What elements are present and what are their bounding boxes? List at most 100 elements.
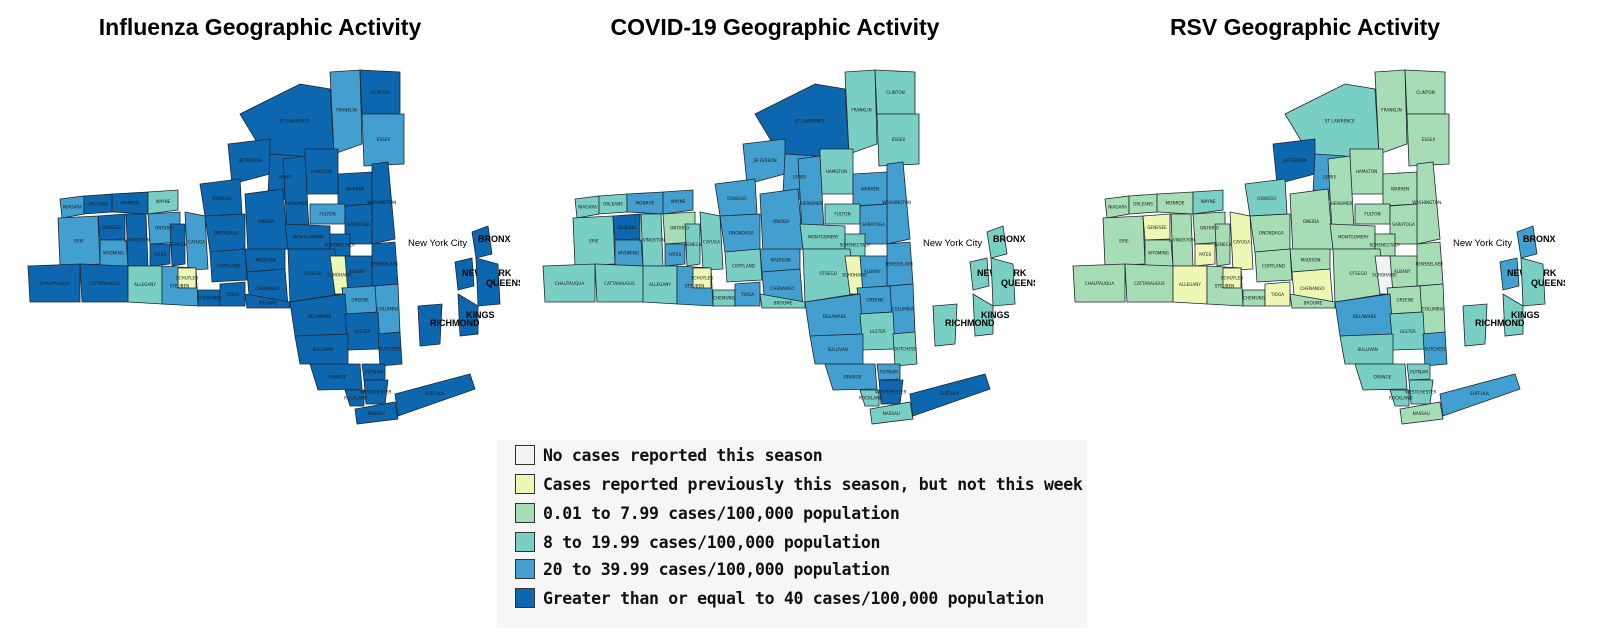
borough-label-kings: KINGS (981, 310, 1010, 320)
influenza-map-panel: Influenza Geographic Activity NIAGARA ORL… (0, 14, 520, 429)
legend-row-level-1: 0.01 to 7.99 cases/100,000 population (515, 502, 900, 524)
county-label-dutchess: DUTCHESS (379, 347, 402, 352)
county-label-niagara: NIAGARA (63, 204, 82, 209)
county-label-putnam: PUTNAM (1410, 369, 1428, 374)
borough-label-kings: KINGS (466, 310, 495, 320)
borough-new-york (1499, 257, 1520, 291)
county-label-madison: MADISON (255, 257, 275, 262)
county-label-ulster: ULSTER (870, 329, 886, 334)
county-label-schoharie: SCHOHARIE (1372, 273, 1397, 278)
county-label-monroe: MONROE (636, 201, 655, 206)
county-label-suffolk: SUFFOLK (940, 391, 959, 396)
county-label-steuben: STEUBEN (1215, 284, 1235, 289)
county-label-yates: YATES (668, 252, 682, 257)
county-label-franklin: FRANKLIN (851, 108, 872, 113)
county-label-niagara: NIAGARA (578, 204, 597, 209)
county-label-warren: WARREN (1391, 187, 1409, 192)
county-label-seneca: SENECA (1215, 242, 1232, 247)
county-label-chautauqua: CHAUTAUQUA (1085, 281, 1115, 286)
county-label-schuyler: SCHUYLER (176, 276, 198, 281)
covid-map: NIAGARA ORLEANS MONROE WAYNE ST LAWRENCE FRAN… (542, 69, 1035, 425)
county-label-chautauqua: CHAUTAUQUA (40, 281, 70, 286)
county-label-montgomery: MONTGOMERY (1338, 235, 1369, 240)
county-cortland (1254, 248, 1293, 283)
legend-swatch-level-3 (515, 559, 535, 579)
county-label-tioga: TIOGA (1270, 292, 1284, 297)
county-yates (1194, 243, 1216, 267)
county-genesee (1142, 213, 1171, 241)
county-label-broome: BROOME (774, 301, 793, 306)
county-label-westchester: WESTCHESTER (875, 390, 906, 395)
county-schuyler (177, 267, 197, 289)
county-label-ontario: ONTARIO (670, 226, 690, 231)
county-wayne (147, 189, 179, 215)
county-label-orleans: ORLEANS (88, 202, 108, 207)
county-label-wayne: WAYNE (1201, 199, 1216, 204)
county-label-oswego: OSWEGO (212, 196, 232, 201)
nyc-inset-title: New York City (1453, 238, 1512, 249)
county-label-wayne: WAYNE (156, 199, 171, 204)
county-label-madison: MADISON (1300, 257, 1320, 262)
county-label-st-lawrence: ST LAWRENCE (795, 119, 825, 124)
county-label-steuben: STEUBEN (685, 284, 705, 289)
county-label-chenango: CHENANGO (770, 286, 795, 291)
county-label-fulton: FULTON (834, 212, 850, 217)
county-label-nassau: NASSAU (883, 411, 900, 416)
county-label-cattaraugus: CATTARAUGUS (1134, 281, 1165, 286)
nyc-inset-title: New York City (923, 238, 982, 249)
county-label-livingston: LIVINGSTON (124, 238, 150, 243)
county-label-cattaraugus: CATTARAUGUS (89, 281, 120, 286)
county-essex (361, 113, 405, 167)
county-label-chemung: CHEMUNG (713, 296, 735, 301)
county-label-seneca: SENECA (685, 242, 702, 247)
borough-bronx (986, 225, 1008, 259)
county-label-sullivan: SULLIVAN (313, 347, 333, 352)
county-label-ulster: ULSTER (1400, 329, 1416, 334)
county-tioga (219, 281, 246, 307)
county-label-oswego: OSWEGO (1257, 196, 1277, 201)
borough-kings (1502, 293, 1524, 337)
county-label-livingston: LIVINGSTON (1169, 238, 1195, 243)
county-nassau (354, 401, 399, 425)
map-legend: No cases reported this season Cases repo… (497, 440, 1087, 628)
county-label-schoharie: SCHOHARIE (842, 273, 867, 278)
county-label-essex: ESSEX (377, 137, 391, 142)
county-label-yates: YATES (1198, 252, 1212, 257)
county-orange (824, 363, 878, 391)
county-label-oneida: ONEIDA (258, 219, 274, 224)
county-label-delaware: DELAWARE (823, 314, 847, 319)
county-nassau (869, 401, 914, 425)
legend-swatch-no-cases (515, 445, 535, 465)
county-label-fulton: FULTON (1364, 212, 1380, 217)
county-essex (876, 113, 920, 167)
county-label-suffolk: SUFFOLK (425, 391, 444, 396)
borough-new-york (969, 257, 990, 291)
county-label-rockland: ROCKLAND (1389, 396, 1413, 401)
county-label-st-lawrence: ST LAWRENCE (280, 119, 310, 124)
county-label-oneida: ONEIDA (773, 219, 789, 224)
county-orange (1354, 363, 1408, 391)
county-label-washington: WASHINGTON (882, 200, 911, 205)
county-label-wayne: WAYNE (671, 199, 686, 204)
county-nassau (1399, 401, 1444, 425)
county-label-wyoming: WYOMING (1148, 251, 1169, 256)
county-label-columbia: COLUMBIA (892, 307, 914, 312)
nyc-inset-title: New York City (408, 238, 467, 249)
county-label-fulton: FULTON (319, 212, 335, 217)
county-label-cayuga: CAYUGA (188, 239, 205, 244)
county-label-genesee: GENESEE (102, 225, 122, 230)
borough-queens (1520, 257, 1546, 307)
county-label-st-lawrence: ST LAWRENCE (1325, 119, 1355, 124)
county-label-albany: ALBANY (864, 269, 881, 274)
county-wayne (662, 189, 694, 215)
legend-row-level-3: 20 to 39.99 cases/100,000 population (515, 558, 890, 580)
county-cayuga (1229, 211, 1254, 271)
county-putnam (1406, 363, 1431, 381)
county-label-ontario: ONTARIO (1200, 226, 1220, 231)
county-label-clinton: CLINTON (1416, 90, 1435, 95)
borough-bronx (1516, 225, 1538, 259)
county-label-columbia: COLUMBIA (1422, 307, 1444, 312)
county-label-lewis: LEWIS (793, 175, 806, 180)
county-label-onondaga: ONONDAGA (1259, 230, 1284, 235)
borough-label-queens: QUEENS (1531, 278, 1565, 288)
